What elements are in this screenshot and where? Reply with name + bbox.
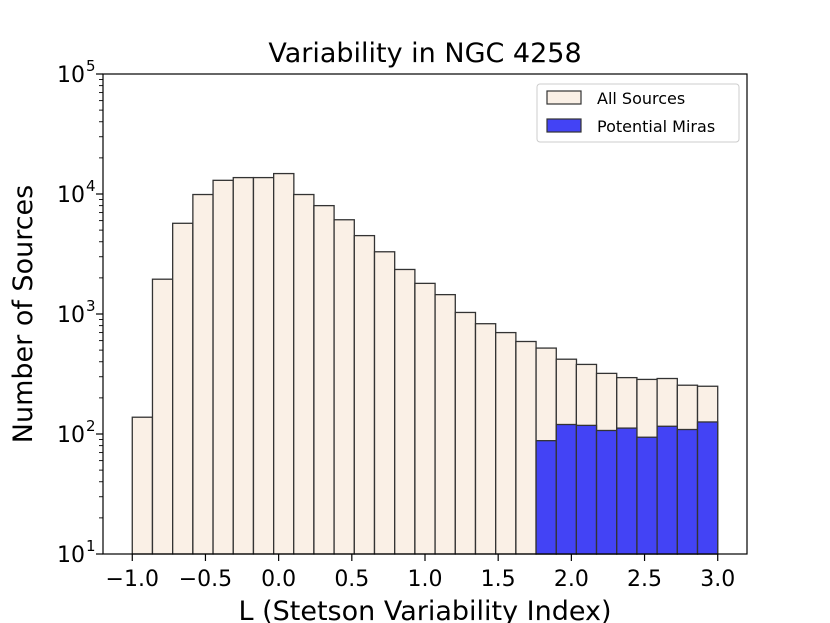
bar-all-sources <box>212 179 234 555</box>
bar-all-sources <box>151 278 174 555</box>
bar-all-sources <box>131 416 154 555</box>
bar-potential-miras <box>595 429 618 555</box>
bar-potential-miras <box>535 440 557 555</box>
x-tick-label: −1.0 <box>106 567 159 592</box>
y-tick-label: 10 <box>57 423 85 448</box>
bar-all-sources <box>353 234 376 555</box>
bar-potential-miras <box>656 425 678 555</box>
bar-potential-miras <box>616 427 638 555</box>
bar-all-sources <box>515 340 537 555</box>
x-tick-label: −0.5 <box>179 567 232 592</box>
bar-all-sources <box>373 251 396 555</box>
legend-label-all-sources: All Sources <box>597 89 685 108</box>
bars-layer <box>131 172 719 555</box>
y-tick-label: 10 <box>57 303 85 328</box>
bar-all-sources <box>495 331 517 555</box>
legend-label-potential-miras: Potential Miras <box>597 117 715 136</box>
bar-all-sources <box>273 172 295 555</box>
x-tick-label: 1.0 <box>408 567 443 592</box>
bar-all-sources <box>172 222 194 555</box>
bar-all-sources <box>474 323 497 555</box>
bar-all-sources <box>293 193 315 555</box>
bar-all-sources <box>414 282 436 555</box>
legend-swatch-potential-miras <box>546 118 582 133</box>
y-tick-exponent: 3 <box>86 297 96 315</box>
x-axis: −1.0 −0.5 0.0 0.5 1.0 1.5 2.0 2.5 3.0 <box>106 554 735 592</box>
bar-all-sources <box>252 176 275 555</box>
chart-title: Variability in NGC 4258 <box>268 38 581 69</box>
bar-potential-miras <box>636 436 658 555</box>
x-axis-label: L (Stetson Variability Index) <box>238 596 611 623</box>
x-tick-label: 3.0 <box>700 567 735 592</box>
legend: All Sources Potential Miras <box>536 83 740 143</box>
y-tick-exponent: 4 <box>86 177 96 195</box>
bar-potential-miras <box>676 428 699 555</box>
y-tick-label: 10 <box>57 183 85 208</box>
bar-all-sources <box>313 204 335 555</box>
y-tick-exponent: 1 <box>86 537 96 555</box>
y-tick-label: 10 <box>57 543 85 568</box>
bar-potential-miras <box>696 421 719 555</box>
x-tick-label: 0.0 <box>261 567 296 592</box>
x-tick-label: 2.0 <box>554 567 589 592</box>
y-axis-label: Number of Sources <box>8 185 39 443</box>
legend-box <box>536 83 740 143</box>
x-tick-label: 0.5 <box>334 567 369 592</box>
bar-potential-miras <box>575 424 598 555</box>
y-tick-exponent: 5 <box>86 57 96 75</box>
bar-all-sources <box>192 193 214 555</box>
legend-swatch-all-sources <box>546 90 582 105</box>
bar-all-sources <box>454 311 477 555</box>
x-tick-label: 1.5 <box>481 567 516 592</box>
bar-potential-miras <box>555 423 578 555</box>
x-tick-label: 2.5 <box>627 567 662 592</box>
y-tick-label: 10 <box>57 63 85 88</box>
y-tick-exponent: 2 <box>86 417 96 435</box>
bar-all-sources <box>333 219 355 555</box>
bar-all-sources <box>434 293 456 555</box>
bar-all-sources <box>394 268 416 555</box>
bar-all-sources <box>232 176 255 555</box>
